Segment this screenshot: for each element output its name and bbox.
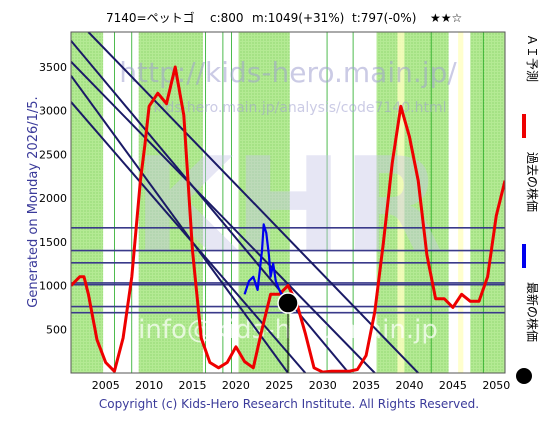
x-tick-label: 2030 xyxy=(309,379,337,392)
trend-line xyxy=(71,101,307,373)
header-min: t:797(-0%) xyxy=(352,11,416,25)
yellow-band xyxy=(458,32,464,373)
x-tick-label: 2025 xyxy=(265,379,293,392)
x-tick-label: 2010 xyxy=(135,379,163,392)
y-axis: 500 1000 1500 2000 2500 3000 3500 xyxy=(39,61,67,336)
x-axis: 2005 2010 2015 2020 2025 2030 2035 2040 2045 2050 xyxy=(92,379,511,392)
yellow-band xyxy=(397,32,405,373)
x-tick-label: 2005 xyxy=(92,379,120,392)
trend-line xyxy=(87,32,419,373)
watermark-path: kids-hero.main.jp/analysis/code7140.html xyxy=(154,100,447,116)
x-tick-label: 2045 xyxy=(439,379,467,392)
x-tick-label: 2015 xyxy=(179,379,207,392)
y-tick-label: 2500 xyxy=(39,148,67,161)
y-tick-label: 3500 xyxy=(39,61,67,74)
legend-dot xyxy=(516,368,532,384)
legend-label: 最新の株価 xyxy=(525,282,540,342)
x-tick-label: 2020 xyxy=(222,379,250,392)
y-tick-label: 3000 xyxy=(39,105,67,118)
legend-label: 過去の株価 xyxy=(525,152,540,212)
series-lines xyxy=(71,65,505,373)
header-current: c:800 xyxy=(210,11,244,25)
x-tick-label: 2050 xyxy=(482,379,510,392)
legend-label: ＡＩ予測 xyxy=(525,34,539,82)
header-max: m:1049(+31%) xyxy=(252,11,344,25)
x-tick-label: 2035 xyxy=(352,379,380,392)
trend-line xyxy=(71,75,289,373)
generated-caption: Generated on Monday 2026/1/5. xyxy=(26,96,41,307)
y-tick-label: 1000 xyxy=(39,280,67,293)
header-stars: ★★☆ xyxy=(430,11,462,25)
past-price-line xyxy=(243,223,289,304)
latest-price-dot xyxy=(277,292,299,314)
latest-group xyxy=(277,292,299,373)
trend-lines xyxy=(71,32,419,373)
trend-line xyxy=(71,61,376,373)
y-tick-label: 1500 xyxy=(39,236,67,249)
x-tick-label: 2040 xyxy=(396,379,424,392)
y-tick-label: 2000 xyxy=(39,192,67,205)
watermark-big: KHR xyxy=(133,129,443,281)
trend-line xyxy=(71,40,350,373)
header-code: 7140=ペットゴ xyxy=(106,10,195,25)
plot-frame xyxy=(70,31,506,374)
prediction-line xyxy=(71,65,505,373)
copyright-footer: Copyright (c) Kids-Hero Research Institu… xyxy=(99,397,479,411)
y-tick-label: 500 xyxy=(46,323,67,336)
